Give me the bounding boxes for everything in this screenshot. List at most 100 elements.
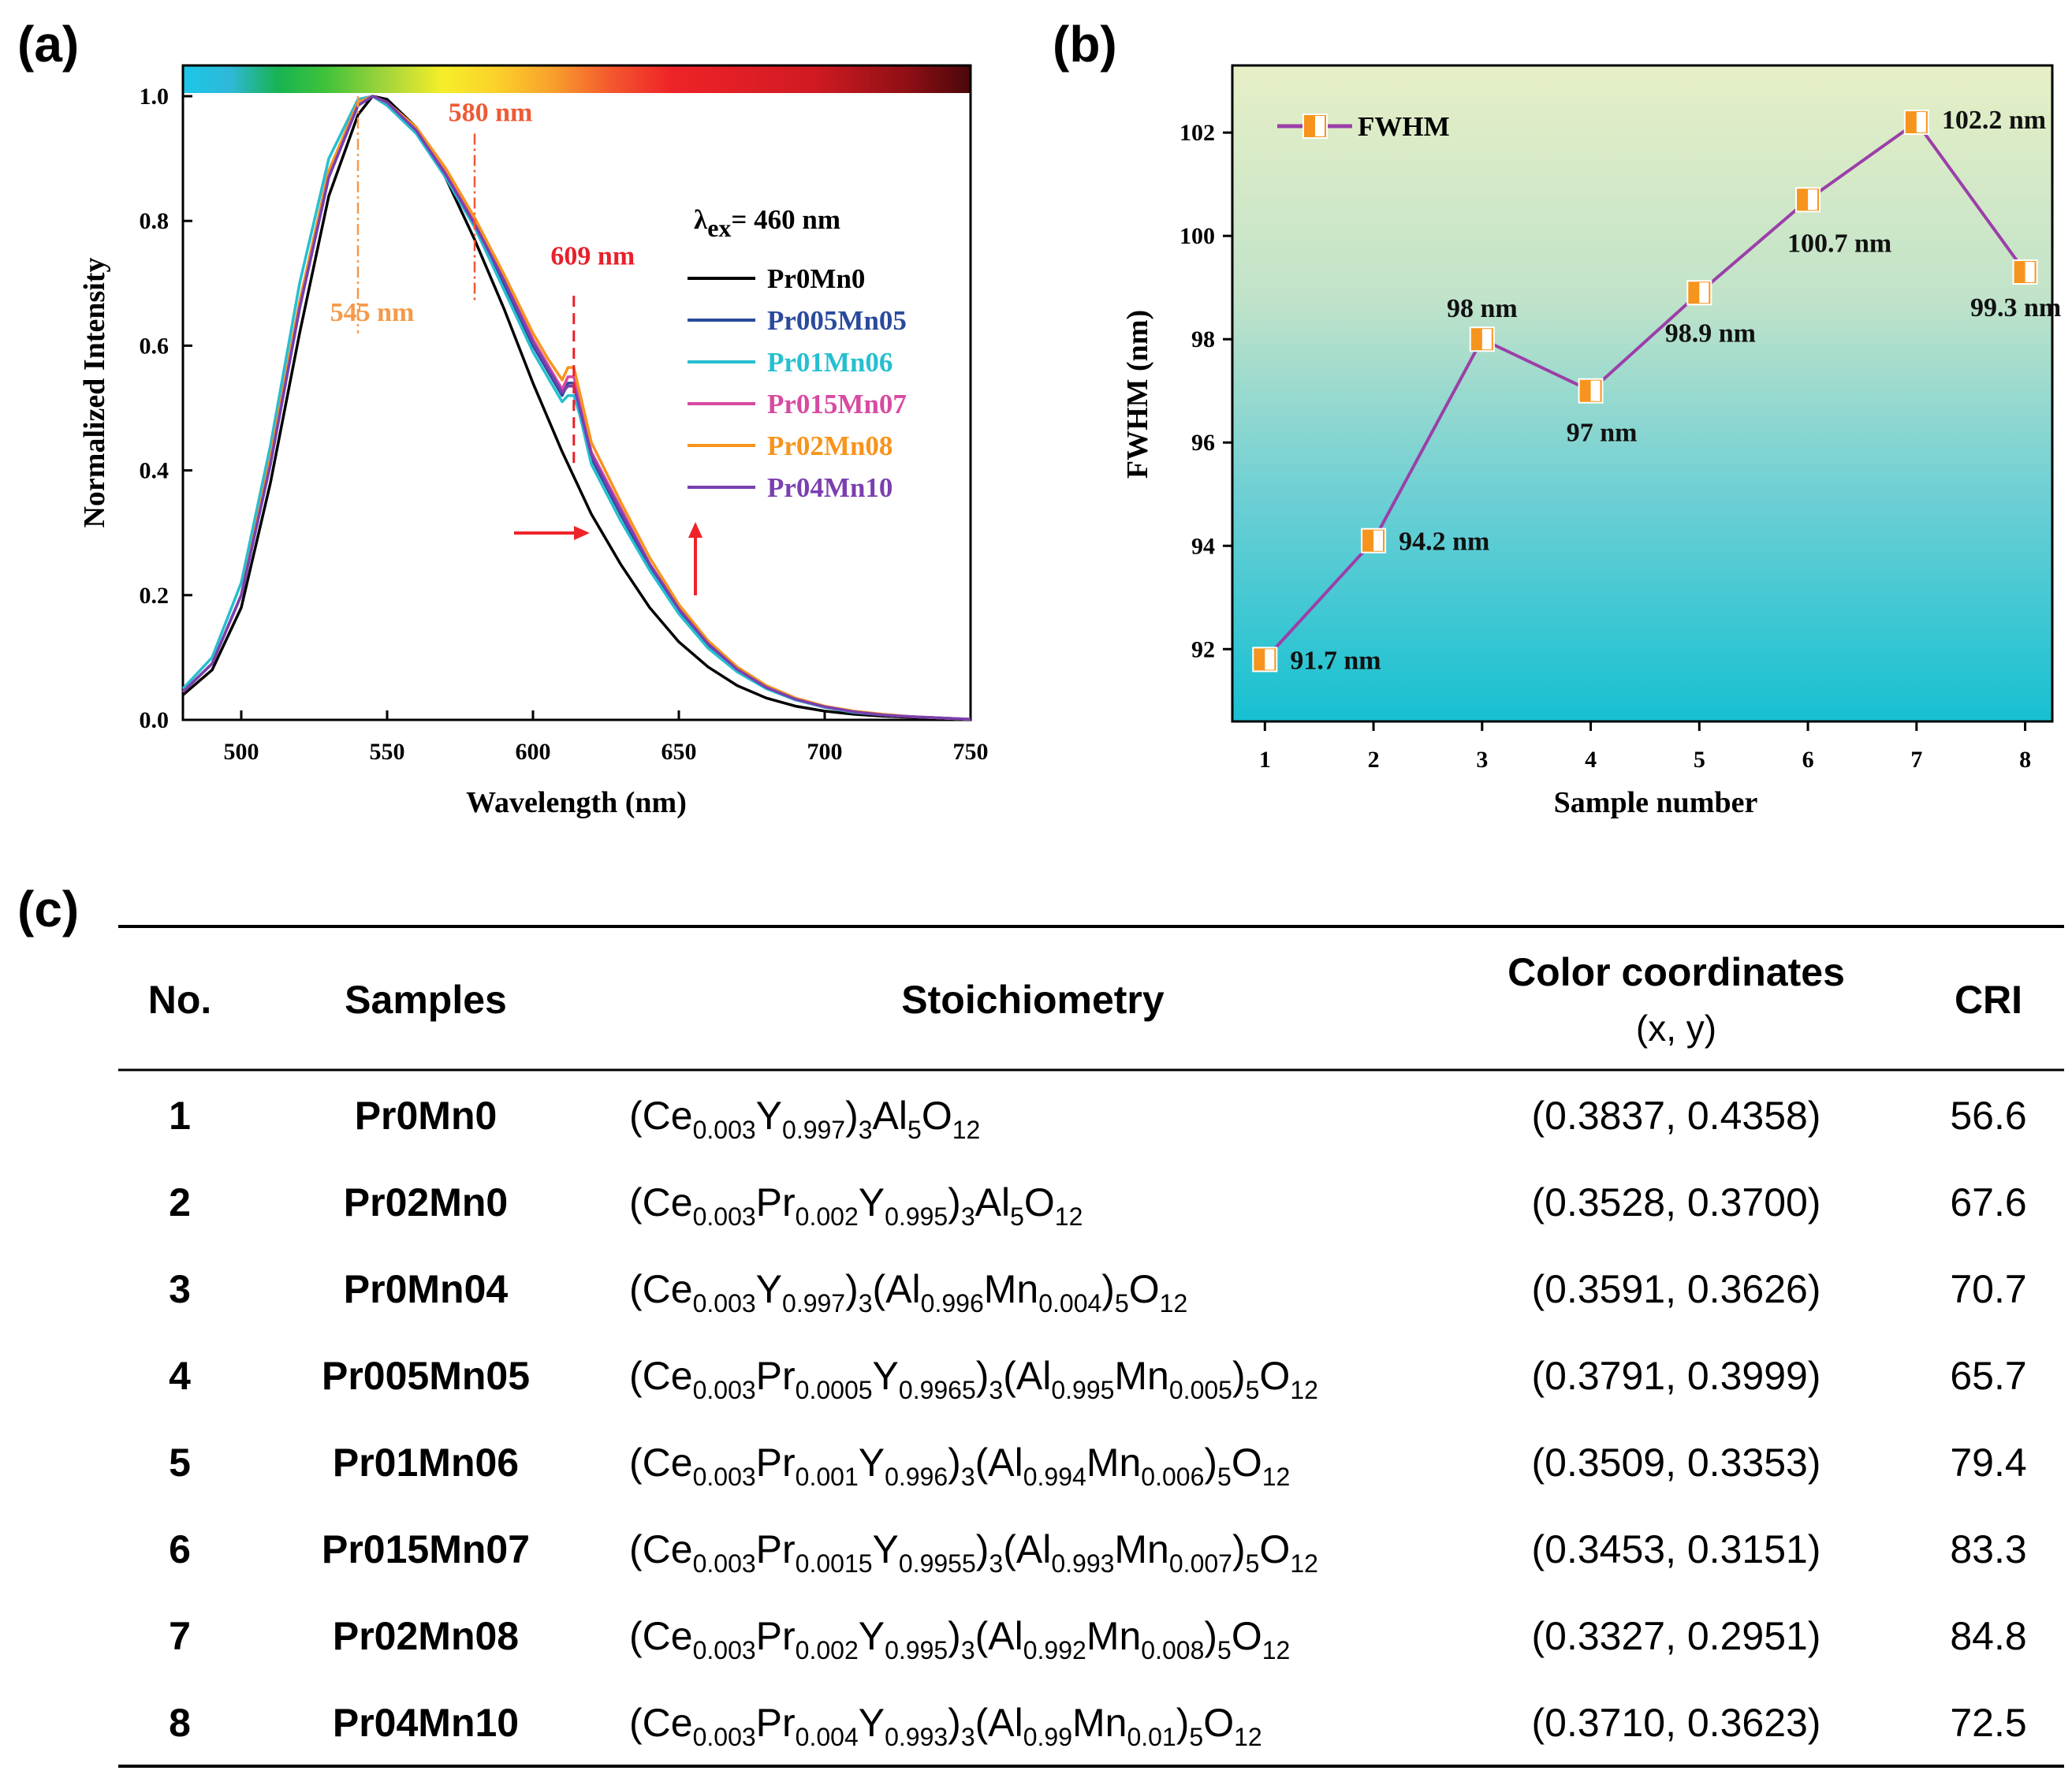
table-row: 3 Pr0Mn04 (Ce0.003Y0.997)3(Al0.996Mn0.004)…: [169, 1267, 2027, 1318]
x-tick-label-a: 550: [370, 739, 405, 765]
plot-background-b: [1232, 65, 2052, 721]
panel-label-b: (b): [1053, 16, 1117, 73]
header-cri: CRI: [1955, 978, 2022, 1022]
header-color-xy: (x, y): [1636, 1008, 1716, 1049]
cell-sample: Pr015Mn07: [322, 1527, 530, 1571]
cell-cri: 65.7: [1950, 1354, 2026, 1398]
cell-stoichiometry: (Ce0.003Y0.997)3(Al0.996Mn0.004)5O12: [629, 1267, 1187, 1318]
cell-color-coordinates: (0.3591, 0.3626): [1532, 1267, 1821, 1311]
x-axis-title-a: Wavelength (nm): [466, 786, 687, 819]
table-row: 6 Pr015Mn07 (Ce0.003Pr0.0015Y0.9955)3(Al0.…: [169, 1527, 2027, 1578]
x-tick-label-b: 2: [1368, 747, 1380, 773]
cell-cri: 67.6: [1950, 1180, 2026, 1224]
legend-a: Pr0Mn0 Pr005Mn05 Pr01Mn06 Pr015Mn07 Pr02Mn08…: [688, 263, 907, 503]
x-tick-label-b: 3: [1476, 747, 1488, 773]
annotation-545: 545 nm: [330, 298, 415, 327]
cell-sample: Pr04Mn10: [333, 1701, 519, 1745]
cell-stoichiometry: (Ce0.003Pr0.004Y0.993)3(Al0.99Mn0.01)5O1…: [629, 1701, 1262, 1751]
legend-label-a: Pr0Mn0: [767, 263, 865, 294]
table-row: 1 Pr0Mn0 (Ce0.003Y0.997)3Al5O12 (0.3837, 0.…: [169, 1094, 2027, 1144]
fwhm-marker-half: [1265, 649, 1275, 670]
cell-color-coordinates: (0.3453, 0.3151): [1532, 1527, 1821, 1571]
fwhm-marker-half: [1808, 189, 1818, 211]
x-tick-label-a: 600: [516, 739, 551, 765]
cell-no: 1: [169, 1094, 191, 1138]
fwhm-chart: 1 2 3 4 5 6 7 8 92 94 96 98 100 102 91.7 nm 94.2 nm 98 …: [1121, 64, 2061, 819]
legend-label-a: Pr02Mn08: [767, 431, 893, 461]
y-tick-label-b: 96: [1191, 430, 1215, 456]
legend-label-a: Pr005Mn05: [767, 305, 907, 336]
redshift-arrow: [514, 526, 590, 540]
plot-frame-b: [1231, 64, 2054, 723]
table-row: 5 Pr01Mn06 (Ce0.003Pr0.001Y0.996)3(Al0.994…: [169, 1441, 2027, 1491]
cell-no: 7: [169, 1614, 191, 1658]
x-tick-label-b: 7: [1910, 747, 1922, 773]
fwhm-marker-half: [1916, 112, 1926, 133]
header-color-coordinates: Color coordinates: [1507, 950, 1845, 994]
legend-label-a: Pr01Mn06: [767, 347, 893, 378]
y-tick-label-b: 94: [1191, 533, 1215, 559]
fwhm-data-label: 99.3 nm: [1970, 293, 2061, 322]
cell-sample: Pr02Mn08: [333, 1614, 519, 1658]
fwhm-marker-half: [1373, 530, 1384, 551]
annotation-609: 609 nm: [550, 242, 635, 271]
fwhm-data-label: 94.2 nm: [1399, 527, 1489, 557]
cell-cri: 72.5: [1950, 1701, 2026, 1745]
excitation-label: λex= 460 nm: [694, 204, 840, 242]
plot-frame-a: [181, 64, 972, 721]
panel-label-a: (a): [17, 16, 79, 73]
x-tick-label-a: 750: [953, 739, 989, 765]
cell-cri: 70.7: [1950, 1267, 2026, 1311]
cell-color-coordinates: (0.3837, 0.4358): [1532, 1094, 1821, 1138]
legend-label-a: Pr04Mn10: [767, 472, 893, 503]
x-tick-label-b: 5: [1694, 747, 1705, 773]
legend-b: FWHM: [1277, 111, 1450, 142]
cell-color-coordinates: (0.3791, 0.3999): [1532, 1354, 1821, 1398]
cell-no: 2: [169, 1180, 191, 1224]
y-tick-label-b: 100: [1179, 223, 1215, 249]
fwhm-data-label: 98.9 nm: [1665, 319, 1756, 348]
y-tick-label-a: 0.8: [140, 208, 170, 234]
panel-label-c: (c): [17, 881, 79, 937]
cell-stoichiometry: (Ce0.003Pr0.0015Y0.9955)3(Al0.993Mn0.007…: [629, 1527, 1318, 1578]
table-row: 2 Pr02Mn0 (Ce0.003Pr0.002Y0.995)3Al5O12 (0.…: [169, 1180, 2027, 1231]
header-samples: Samples: [345, 978, 507, 1022]
fwhm-data-label: 98 nm: [1447, 294, 1518, 323]
cell-color-coordinates: (0.3710, 0.3623): [1532, 1701, 1821, 1745]
x-tick-label-a: 500: [224, 739, 259, 765]
series-line-Pr0Mn0: [181, 95, 971, 721]
cell-no: 8: [169, 1701, 191, 1745]
annotation-580: 580 nm: [449, 99, 533, 128]
y-tick-label-b: 98: [1191, 326, 1215, 352]
composition-table: No. Samples Stoichiometry Color coordina…: [118, 925, 2064, 1768]
cell-cri: 79.4: [1950, 1441, 2026, 1485]
cell-no: 3: [169, 1267, 191, 1311]
cell-stoichiometry: (Ce0.003Y0.997)3Al5O12: [629, 1094, 980, 1144]
fwhm-marker-half: [1590, 380, 1601, 401]
spectrum-chart: 500 550 600 650 700 750 0.0 0.2 0.4 0.6 0.8 1.0 545…: [78, 64, 989, 819]
fwhm-marker-half: [1699, 282, 1709, 304]
x-tick-label-b: 1: [1259, 747, 1271, 773]
cell-color-coordinates: (0.3528, 0.3700): [1532, 1180, 1821, 1224]
cell-color-coordinates: (0.3509, 0.3353): [1532, 1441, 1821, 1485]
table-row: 7 Pr02Mn08 (Ce0.003Pr0.002Y0.995)3(Al0.992…: [169, 1614, 2027, 1664]
cell-stoichiometry: (Ce0.003Pr0.002Y0.995)3Al5O12: [629, 1180, 1083, 1231]
x-tick-label-b: 8: [2019, 747, 2031, 773]
cell-sample: Pr01Mn06: [333, 1441, 519, 1485]
cell-sample: Pr0Mn04: [344, 1267, 509, 1311]
cell-sample: Pr02Mn0: [344, 1180, 508, 1224]
y-tick-label-b: 92: [1191, 636, 1215, 662]
y-tick-label-a: 0.2: [140, 583, 170, 609]
cell-cri: 84.8: [1950, 1614, 2026, 1658]
cell-no: 4: [169, 1354, 191, 1398]
y-tick-label-a: 0.0: [140, 707, 170, 733]
x-tick-label-a: 700: [807, 739, 843, 765]
cell-cri: 83.3: [1950, 1527, 2026, 1571]
cell-sample: Pr0Mn0: [355, 1094, 498, 1138]
fwhm-data-label: 91.7 nm: [1290, 646, 1381, 675]
fwhm-data-label: 97 nm: [1567, 419, 1638, 448]
cell-no: 5: [169, 1441, 191, 1485]
fwhm-data-label: 100.7 nm: [1787, 229, 1891, 258]
table-row: 8 Pr04Mn10 (Ce0.003Pr0.004Y0.993)3(Al0.99M…: [169, 1701, 2027, 1751]
